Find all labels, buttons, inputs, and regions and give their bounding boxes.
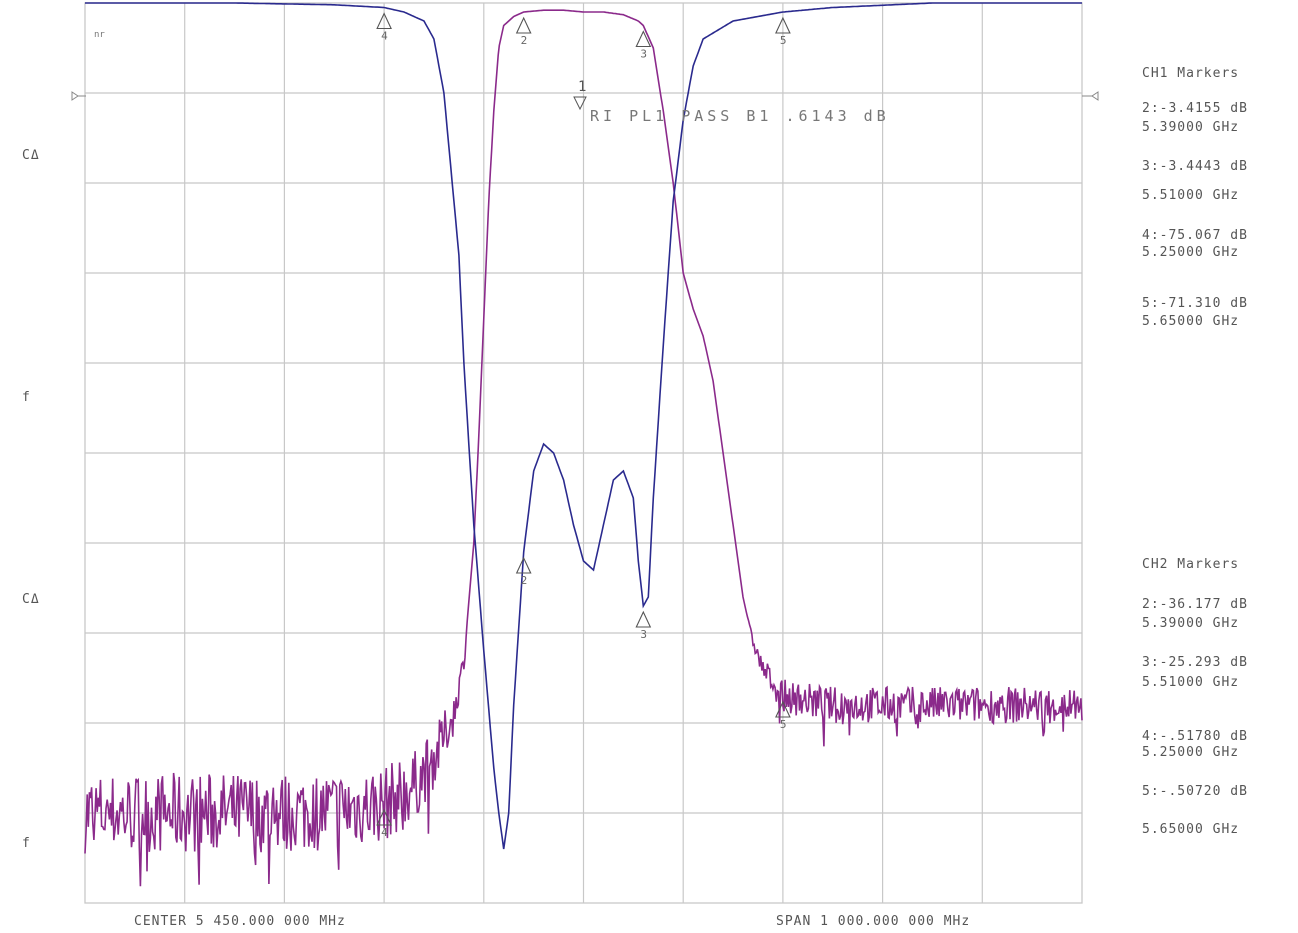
reference-marker-right: [1082, 91, 1099, 101]
ch1-marker-2-freq: 5.39000 GHz: [1142, 120, 1239, 135]
marker-triangle: [515, 556, 532, 574]
ch2-marker-2-freq: 5.39000 GHz: [1142, 616, 1239, 631]
graticule: [84, 2, 1083, 904]
marker-triangle: [376, 808, 392, 826]
marker-2-trace-1: 2: [515, 16, 532, 47]
ch1-marker-5-value: 5:-71.310 dB: [1142, 296, 1248, 311]
ch2-marker-5-value: 5:-.50720 dB: [1142, 784, 1248, 799]
left-label-2: f: [22, 390, 31, 405]
ch1-title: CH1 Markers: [1142, 66, 1239, 81]
left-label-4: f: [22, 836, 31, 851]
left-label-3: CΔ: [22, 592, 40, 607]
marker-4-trace-2: 4: [376, 12, 392, 43]
marker-3-trace-2: 3: [635, 610, 652, 641]
marker-triangle: [376, 12, 392, 30]
marker-number: 5: [780, 718, 787, 731]
marker-triangle: [635, 610, 652, 628]
reference-marker-1-number: 1: [578, 79, 586, 95]
marker-5-trace-2: 5: [775, 16, 791, 47]
ch2-marker-5-freq: 5.65000 GHz: [1142, 822, 1239, 837]
ch2-title: CH2 Markers: [1142, 557, 1239, 572]
trace-markers: 2 3 4 5 4 2 3 5: [376, 12, 791, 839]
ch1-marker-panel: CH1 Markers 2:-3.4155 dB 5.39000 GHz 3:-…: [1142, 66, 1248, 329]
ch2-marker-panel: CH2 Markers 2:-36.177 dB 5.39000 GHz 3:-…: [1142, 557, 1248, 837]
center-frequency-label: CENTER 5 450.000 000 MHz: [134, 914, 346, 929]
reference-marker-left: [71, 91, 86, 101]
marker-number: 3: [640, 48, 647, 61]
ch2-marker-2-value: 2:-36.177 dB: [1142, 597, 1248, 612]
ch1-marker-4-value: 4:-75.067 dB: [1142, 228, 1248, 243]
marker-number: 2: [521, 34, 528, 47]
trace-1: [84, 9, 1083, 887]
traces: [84, 2, 1083, 887]
span-label: SPAN 1 000.000 000 MHz: [776, 914, 970, 929]
marker-4-trace-1: 4: [376, 808, 392, 839]
ch1-marker-2-value: 2:-3.4155 dB: [1142, 101, 1248, 116]
marker-triangle: [775, 700, 791, 718]
marker-triangle: [515, 16, 532, 34]
marker-number: 4: [381, 30, 388, 43]
marker-number: 5: [780, 34, 787, 47]
marker-triangle: [775, 16, 791, 34]
marker-2-trace-2: 2: [515, 556, 532, 587]
marker-5-trace-1: 5: [775, 700, 791, 731]
marker-triangle: [635, 30, 652, 48]
marker-number: 2: [521, 574, 528, 587]
ch2-marker-3-value: 3:-25.293 dB: [1142, 655, 1248, 670]
marker-number: 4: [381, 826, 388, 839]
ch1-marker-3-freq: 5.51000 GHz: [1142, 188, 1239, 203]
ch1-marker-4-freq: 5.25000 GHz: [1142, 245, 1239, 260]
limit-test-text: RI PL1 PASS B1 .6143 dB: [590, 107, 890, 125]
ch2-marker-4-value: 4:-.51780 dB: [1142, 729, 1248, 744]
ch2-marker-3-freq: 5.51000 GHz: [1142, 675, 1239, 690]
ch1-marker-3-value: 3:-3.4443 dB: [1142, 159, 1248, 174]
corner-glyph: nr: [94, 30, 105, 40]
marker-number: 3: [640, 628, 647, 641]
trace-2: [85, 2, 1082, 850]
ch1-marker-5-freq: 5.65000 GHz: [1142, 314, 1239, 329]
marker-3-trace-1: 3: [635, 30, 652, 61]
ch2-marker-4-freq: 5.25000 GHz: [1142, 745, 1239, 760]
reference-marker-1: 1: [573, 79, 587, 111]
left-label-1: CΔ: [22, 148, 40, 163]
